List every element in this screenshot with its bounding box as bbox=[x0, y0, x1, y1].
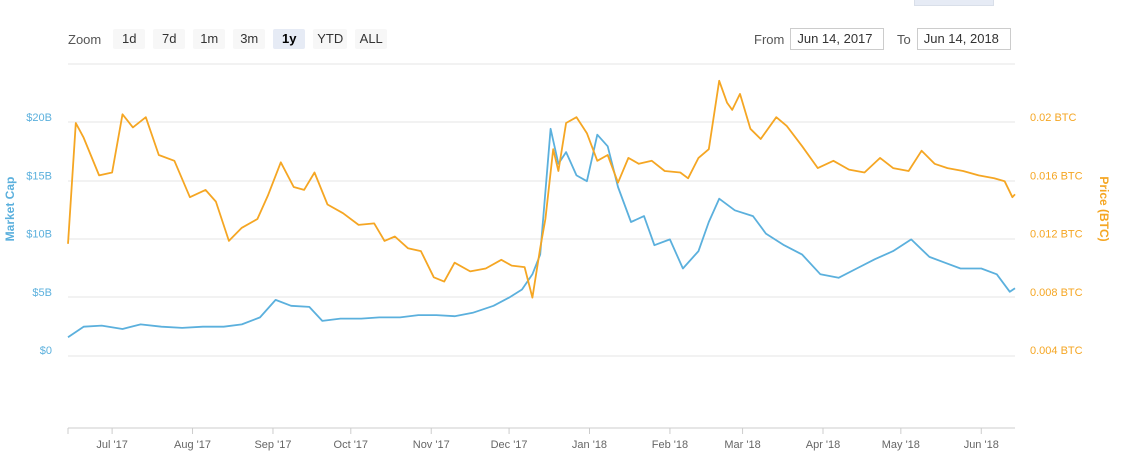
zoom-1y-button[interactable]: 1y bbox=[273, 29, 306, 49]
zoom-label: Zoom bbox=[68, 31, 102, 47]
y-axis-left: $0 $5B $10B $15B $20B bbox=[26, 112, 52, 357]
y-axis-right-title: Price (BTC) bbox=[1097, 176, 1111, 241]
x-tick-label: Aug '17 bbox=[174, 439, 211, 451]
y-axis-right: 0.004 BTC 0.008 BTC 0.012 BTC 0.016 BTC 0.02… bbox=[1030, 112, 1083, 357]
zoom-3m-button[interactable]: 3m bbox=[233, 29, 266, 49]
x-tick-label: Jun '18 bbox=[964, 439, 999, 451]
x-tick-label: Sep '17 bbox=[254, 439, 291, 451]
date-range-to: To Jun 14, 2018 bbox=[897, 28, 1011, 50]
date-range-from: From Jun 14, 2017 bbox=[754, 28, 885, 50]
x-tick-label: Apr '18 bbox=[806, 439, 841, 451]
x-tick-label: Feb '18 bbox=[652, 439, 688, 451]
y-axis-left-title: Market Cap bbox=[3, 177, 17, 242]
x-tick-label: Jan '18 bbox=[572, 439, 607, 451]
zoom-toolbar: Zoom 1d 7d 1m 3m 1y YTD ALL bbox=[68, 28, 388, 50]
x-tick-label: Dec '17 bbox=[491, 439, 528, 451]
to-date-input[interactable]: Jun 14, 2018 bbox=[916, 28, 1011, 50]
y-left-tick-label: $0 bbox=[40, 345, 52, 357]
from-label: From bbox=[754, 31, 785, 47]
zoom-all-button[interactable]: ALL bbox=[355, 29, 388, 49]
y-right-tick-label: 0.016 BTC bbox=[1030, 170, 1083, 182]
y-left-tick-label: $5B bbox=[32, 287, 52, 299]
x-axis: Jul '17 Aug '17 Sep '17 Oct '17 Nov '17 Dec '… bbox=[67, 428, 999, 451]
y-right-tick-label: 0.004 BTC bbox=[1030, 345, 1083, 357]
zoom-ytd-button[interactable]: YTD bbox=[313, 29, 348, 49]
grid-lines bbox=[68, 63, 1015, 429]
y-left-tick-label: $10B bbox=[26, 229, 52, 241]
y-right-tick-label: 0.02 BTC bbox=[1030, 112, 1077, 124]
x-tick-label: Jul '17 bbox=[96, 439, 127, 451]
zoom-7d-button[interactable]: 7d bbox=[153, 29, 186, 49]
to-label: To bbox=[897, 31, 911, 47]
y-left-tick-label: $20B bbox=[26, 112, 52, 124]
y-right-tick-label: 0.008 BTC bbox=[1030, 287, 1083, 299]
x-tick-label: Nov '17 bbox=[413, 439, 450, 451]
zoom-1d-button[interactable]: 1d bbox=[113, 29, 146, 49]
y-left-tick-label: $15B bbox=[26, 170, 52, 182]
x-tick-label: May '18 bbox=[882, 439, 920, 451]
market-cap-series-line bbox=[67, 127, 1016, 338]
price-btc-series-line bbox=[67, 79, 1016, 299]
x-tick-label: Mar '18 bbox=[724, 439, 760, 451]
y-right-tick-label: 0.012 BTC bbox=[1030, 229, 1083, 241]
series-layer bbox=[67, 79, 1016, 338]
x-tick-label: Oct '17 bbox=[334, 439, 369, 451]
top-tab-indicator bbox=[914, 0, 994, 6]
zoom-1m-button[interactable]: 1m bbox=[193, 29, 226, 49]
from-date-input[interactable]: Jun 14, 2017 bbox=[790, 28, 885, 50]
